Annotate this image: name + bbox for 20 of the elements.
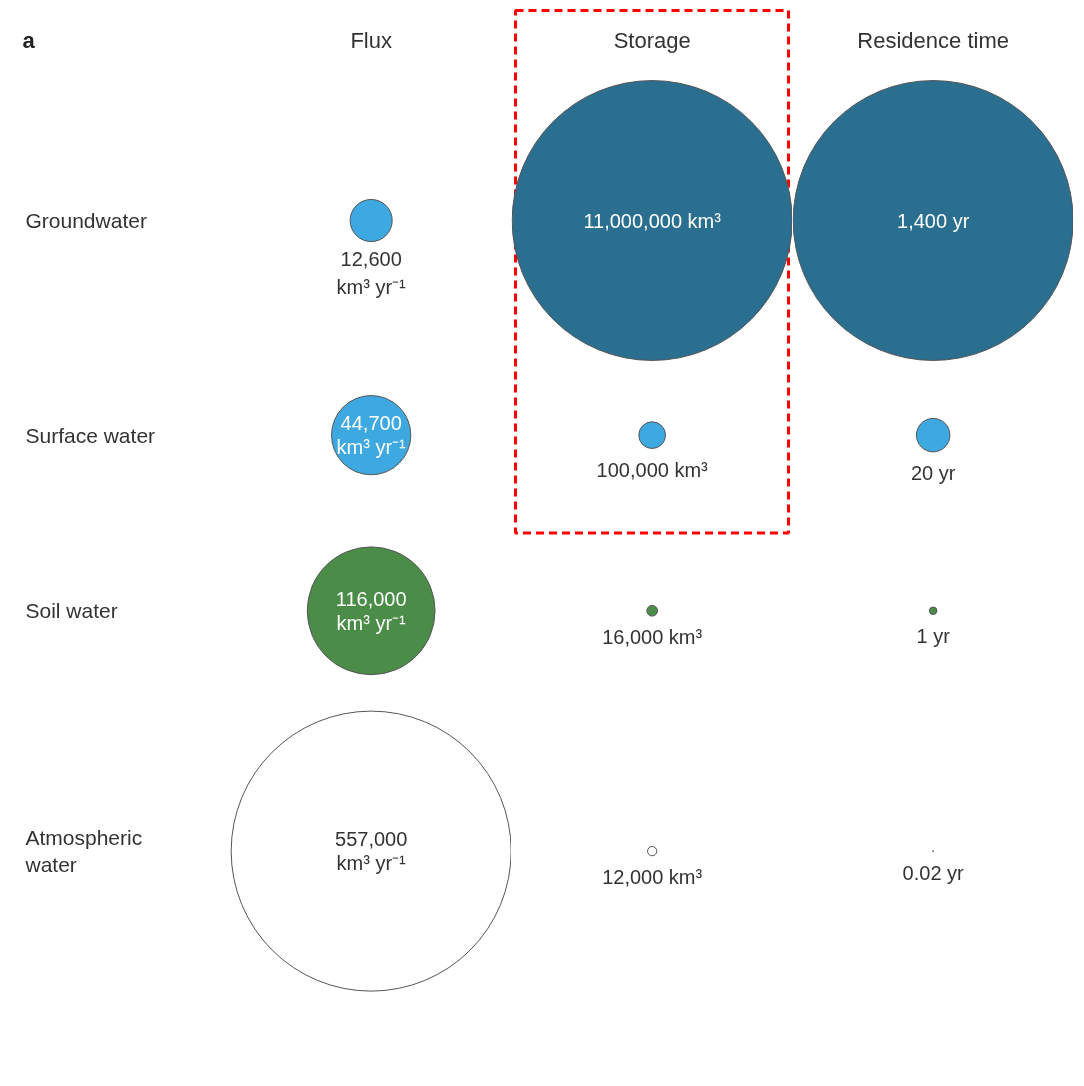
data-label: 12,000 km³ <box>602 865 703 888</box>
data-label: 11,000,000 km³ <box>583 209 722 232</box>
data-label: 116,000 km³ yr⁻¹ <box>335 587 407 634</box>
data-label: 0.02 yr <box>902 861 965 884</box>
data-label: 1 yr <box>916 624 951 647</box>
data-label: 12,600 km³ yr⁻¹ <box>336 247 407 298</box>
text: Residence time <box>857 28 1009 53</box>
text: a <box>22 28 36 53</box>
text: Storage <box>613 28 691 53</box>
text: Flux <box>350 28 392 53</box>
category-label: Soil water <box>25 599 118 623</box>
category-label: Atmospheric water <box>24 825 143 877</box>
category-label: Groundwater <box>25 209 147 232</box>
data-label: 44,700 km³ yr⁻¹ <box>336 412 407 459</box>
data-label: 1,400 yr <box>897 209 970 232</box>
data-label: 557,000 km³ yr⁻¹ <box>335 828 408 875</box>
category-label: Surface water <box>25 423 156 447</box>
data-label: 20 yr <box>910 461 956 484</box>
data-label: 100,000 km³ <box>596 458 709 481</box>
data-label: 16,000 km³ <box>602 626 703 649</box>
